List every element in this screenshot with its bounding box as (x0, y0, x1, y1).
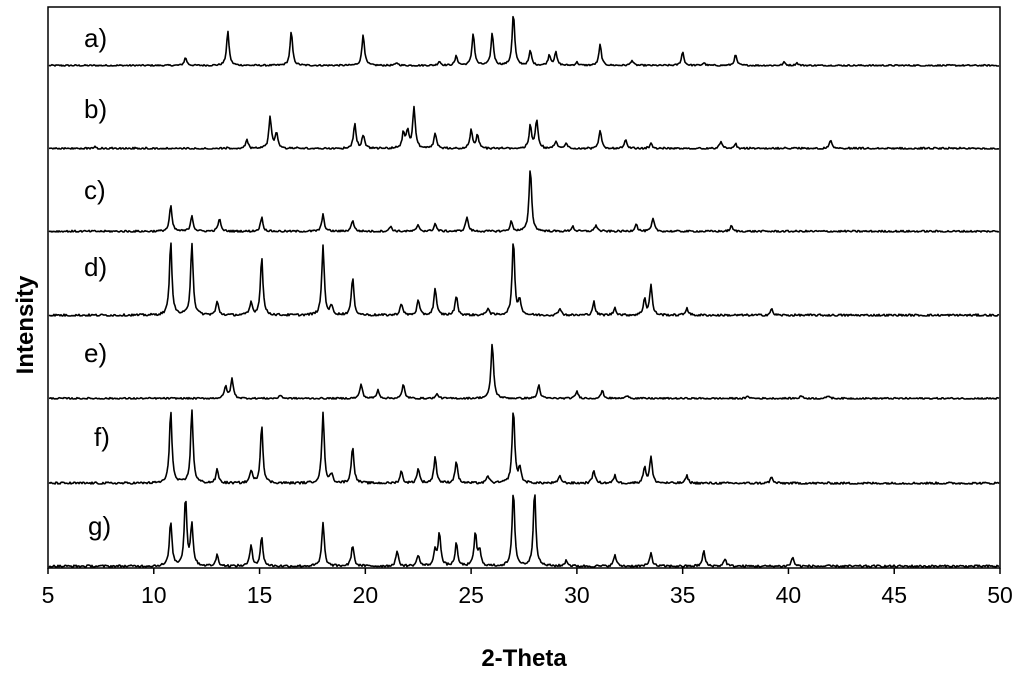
series-line (48, 409, 1000, 485)
x-tick-label: 10 (141, 582, 167, 608)
x-axis-title: 2-Theta (481, 645, 567, 672)
plot-frame (47, 6, 1001, 569)
series-line (48, 343, 1000, 400)
series-traces (48, 15, 1000, 568)
series-line (49, 105, 1000, 150)
x-tick-label: 45 (881, 582, 907, 608)
series-line (48, 494, 1000, 568)
x-axis-ticks (47, 568, 1001, 574)
series-label: b) (84, 94, 107, 124)
series-line (48, 15, 1000, 67)
series-label: d) (84, 252, 107, 282)
series-line (48, 242, 1000, 317)
x-tick-label: 50 (987, 582, 1013, 608)
series-label: a) (84, 23, 107, 53)
series-label: e) (84, 338, 107, 368)
x-tick-label: 15 (247, 582, 273, 608)
x-tick-label: 35 (670, 582, 696, 608)
y-axis-title: Intensity (12, 275, 39, 374)
x-tick-label: 40 (776, 582, 802, 608)
series-label: f) (94, 422, 110, 452)
x-tick-label: 30 (564, 582, 590, 608)
series-label: c) (84, 175, 106, 205)
x-tick-label: 25 (458, 582, 484, 608)
series-line (48, 170, 1000, 233)
x-tick-label: 20 (353, 582, 379, 608)
series-label: g) (88, 511, 111, 541)
x-axis-tick-labels: 5 10 15 20 25 30 35 40 45 50 (42, 582, 1013, 608)
x-tick-label: 5 (42, 582, 55, 608)
series-labels: a) b) c) d) e) f) g) (84, 23, 111, 541)
